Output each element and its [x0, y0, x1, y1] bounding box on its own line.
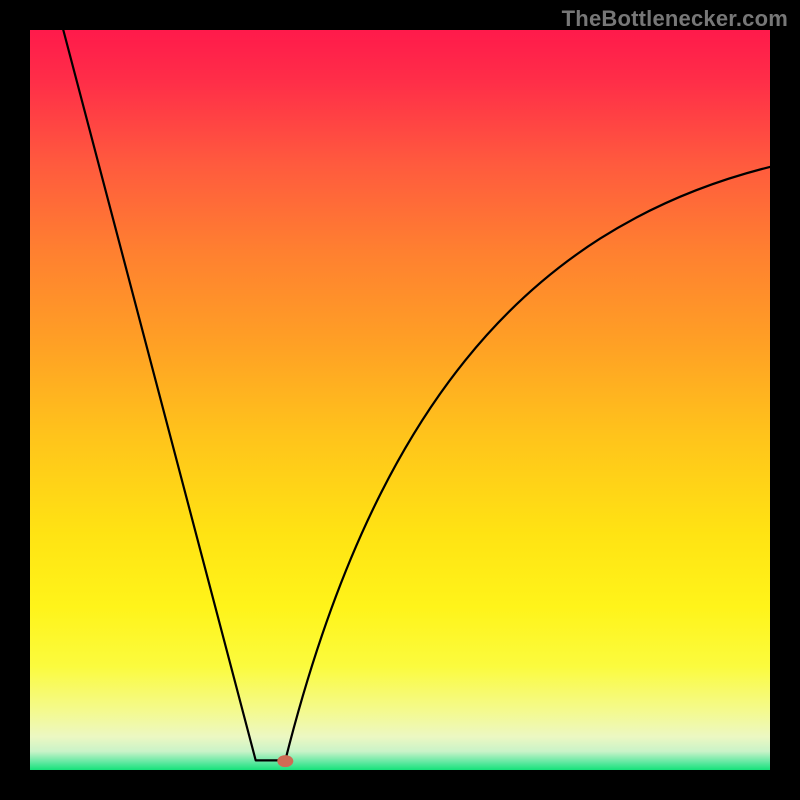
optimum-marker: [277, 755, 293, 767]
bottleneck-chart: [0, 0, 800, 800]
plot-background: [30, 30, 770, 770]
watermark-text: TheBottlenecker.com: [562, 6, 788, 32]
chart-container: TheBottlenecker.com: [0, 0, 800, 800]
